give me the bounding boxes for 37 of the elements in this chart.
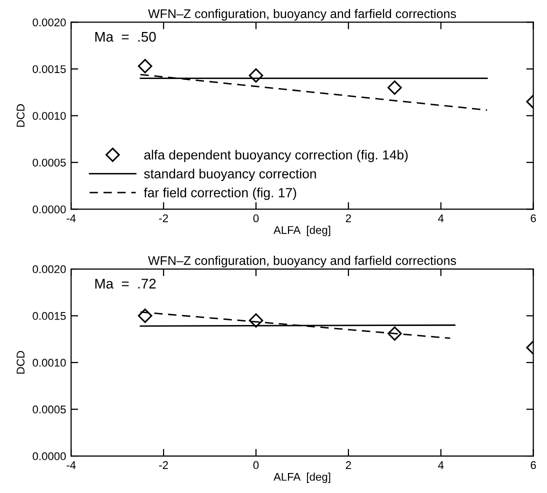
y-tick-label: 0.0000	[32, 205, 66, 214]
x-tick-label: 4	[438, 214, 444, 222]
point	[138, 58, 152, 74]
legend-label: alfa dependent buoyancy correction (fig. 14b)	[144, 150, 408, 162]
x-tick-label: 2	[346, 461, 351, 469]
chart-title: WFN–Z configuration, buoyancy and farfield corrections	[148, 8, 456, 21]
x-tick-label: 0	[253, 461, 259, 470]
annotation: Ma = .50	[95, 32, 156, 42]
x-axis-title: ALFA [deg]	[274, 472, 330, 483]
y-tick-label: 0.0005	[32, 406, 66, 414]
y-tick-label: 0.0015	[32, 65, 66, 74]
x-tick-label: 0	[253, 214, 259, 222]
y-tick-label: 0.0020	[32, 265, 66, 274]
point	[248, 313, 264, 328]
x-tick-label: -4	[66, 461, 76, 469]
y-tick-label: 0.0005	[32, 158, 66, 167]
y-tick-label: 0.0015	[32, 312, 66, 320]
chart-title: WFN–Z configuration, buoyancy and farfield corrections	[148, 256, 456, 268]
x-axis-title: ALFA [deg]	[274, 226, 330, 236]
x-tick-label: -4	[66, 214, 76, 222]
y-tick-label: 0.0020	[32, 18, 66, 26]
point	[138, 308, 152, 323]
x-tick-label: 6	[530, 214, 536, 222]
y-tick-label: 0.0000	[32, 452, 66, 460]
y-axis-title: DCD	[16, 351, 25, 374]
x-tick-label: 2	[346, 214, 351, 222]
x-tick-label: 4	[438, 461, 444, 469]
legend-label: standard buoyancy correction	[144, 168, 316, 182]
annotation: Ma = .72	[95, 278, 156, 289]
y-tick-label: 0.0010	[32, 112, 66, 120]
legend-label: far field correction (fig. 17)	[144, 188, 296, 200]
x-tick-label: -2	[159, 461, 168, 469]
point	[248, 68, 264, 83]
x-tick-label: -2	[159, 214, 168, 222]
y-tick-label: 0.0010	[32, 358, 66, 367]
y-axis-title: DCD	[16, 104, 25, 127]
x-tick-label: 6	[530, 461, 536, 470]
